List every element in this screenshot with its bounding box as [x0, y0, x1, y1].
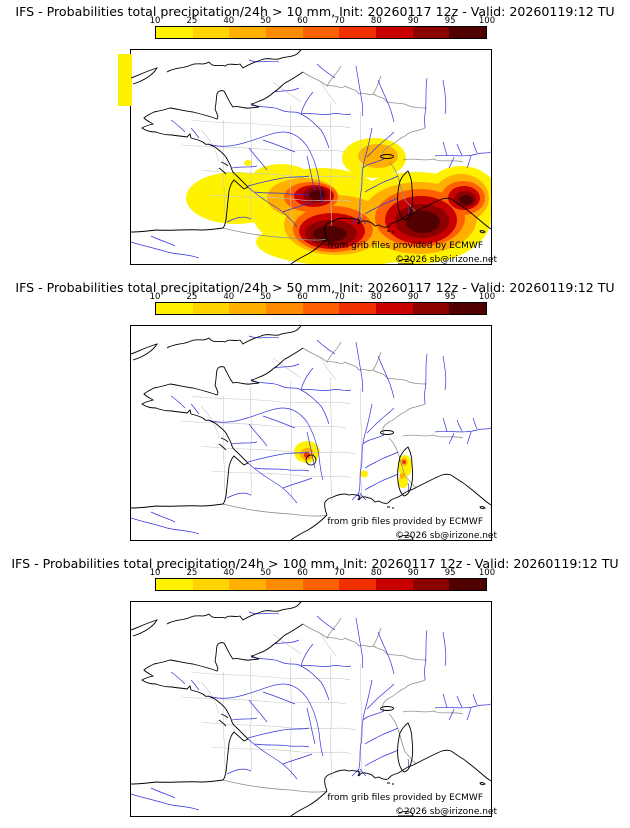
colorbar-segment [156, 303, 193, 314]
colorbar-segment [376, 27, 413, 38]
colorbar-segment [229, 303, 267, 314]
precip-prob-map-50mm: from grib files provided by ECMWF ©2026 … [131, 326, 497, 541]
colorbar-labels: 10 25 40 50 60 70 80 90 95 100 [150, 568, 496, 578]
colorbar-label: 100 [478, 292, 496, 302]
colorbar-segment [156, 579, 193, 590]
panel-precip-gt-100mm: IFS - Probabilities total precipitation/… [0, 552, 630, 828]
colorbar-segment [339, 303, 377, 314]
colorbar-label: 40 [223, 568, 235, 578]
colorbar-label: 95 [444, 568, 456, 578]
colorbar-label: 25 [186, 16, 198, 26]
colorbar-label: 95 [444, 16, 456, 26]
colorbar-label: 40 [223, 16, 235, 26]
colorbar-label: 60 [297, 16, 308, 26]
panel-precip-gt-10mm: IFS - Probabilities total precipitation/… [0, 0, 630, 276]
colorbar-label: 80 [370, 568, 382, 578]
colorbar-label: 100 [478, 568, 496, 578]
colorbar-label: 40 [223, 292, 235, 302]
colorbar-segment [302, 303, 340, 314]
attribution-copyright: ©2026 sb@irizone.net [395, 807, 497, 817]
colorbar-scale [155, 302, 487, 315]
attribution-copyright: ©2026 sb@irizone.net [395, 255, 497, 265]
colorbar-segment [229, 27, 267, 38]
colorbar-scale [155, 26, 487, 39]
colorbar-label: 100 [478, 16, 496, 26]
attribution-ecmwf: from grib files provided by ECMWF [327, 517, 483, 527]
colorbar-segment [376, 579, 413, 590]
colorbar-label: 10 [149, 292, 161, 302]
colorbar-label: 25 [186, 292, 198, 302]
colorbar-segment [192, 579, 230, 590]
colorbar-segment [156, 27, 193, 38]
colorbar-label: 80 [370, 16, 382, 26]
panel-precip-gt-50mm: IFS - Probabilities total precipitation/… [0, 276, 630, 552]
colorbar: 10 25 40 50 60 70 80 90 95 100 [150, 292, 496, 315]
colorbar-segment [449, 579, 487, 590]
colorbar-label: 70 [334, 568, 345, 578]
colorbar-scale [155, 578, 487, 591]
colorbar-label: 90 [407, 568, 419, 578]
colorbar-segment [449, 27, 487, 38]
colorbar-segment [192, 303, 230, 314]
colorbar-segment [449, 303, 487, 314]
colorbar: 10 25 40 50 60 70 80 90 95 100 [150, 16, 496, 39]
colorbar-labels: 10 25 40 50 60 70 80 90 95 100 [150, 16, 496, 26]
colorbar-segment [412, 579, 450, 590]
colorbar-label: 95 [444, 292, 456, 302]
colorbar-segment [302, 27, 340, 38]
colorbar-label: 60 [297, 292, 308, 302]
colorbar-segment [266, 579, 303, 590]
colorbar-segment [339, 27, 377, 38]
colorbar-label: 70 [334, 16, 345, 26]
colorbar-label: 10 [149, 568, 161, 578]
colorbar-label: 50 [260, 292, 272, 302]
attribution-ecmwf: from grib files provided by ECMWF [327, 793, 483, 803]
probability-shading [118, 54, 491, 264]
colorbar-label: 50 [260, 568, 272, 578]
colorbar-segment [266, 303, 303, 314]
attribution-ecmwf: from grib files provided by ECMWF [327, 241, 483, 251]
colorbar-labels: 10 25 40 50 60 70 80 90 95 100 [150, 292, 496, 302]
colorbar-label: 25 [186, 568, 198, 578]
colorbar-label: 70 [334, 292, 345, 302]
colorbar-segment [376, 303, 413, 314]
map-frame: from grib files provided by ECMWF ©2026 … [130, 325, 497, 541]
colorbar-segment [229, 579, 267, 590]
panel-title: IFS - Probabilities total precipitation/… [15, 4, 615, 19]
colorbar-label: 90 [407, 16, 419, 26]
colorbar-segment [266, 27, 303, 38]
location-circle-marker [305, 454, 317, 466]
colorbar: 10 25 40 50 60 70 80 90 95 100 [150, 568, 496, 591]
panel-title: IFS - Probabilities total precipitation/… [11, 556, 619, 571]
precip-prob-map-100mm: from grib files provided by ECMWF ©2026 … [131, 602, 497, 817]
map-frame: from grib files provided by ECMWF ©2026 … [118, 49, 497, 265]
colorbar-label: 60 [297, 568, 308, 578]
colorbar-label: 80 [370, 292, 382, 302]
attribution-copyright: ©2026 sb@irizone.net [395, 531, 497, 541]
colorbar-label: 50 [260, 16, 272, 26]
colorbar-segment [339, 579, 377, 590]
colorbar-segment [302, 579, 340, 590]
colorbar-segment [412, 27, 450, 38]
colorbar-label: 90 [407, 292, 419, 302]
probability-shading [294, 441, 412, 488]
colorbar-label: 10 [149, 16, 161, 26]
colorbar-segment [192, 27, 230, 38]
map-frame: from grib files provided by ECMWF ©2026 … [130, 601, 497, 817]
precip-prob-map-10mm: from grib files provided by ECMWF ©2026 … [118, 50, 497, 265]
colorbar-segment [412, 303, 450, 314]
panel-title: IFS - Probabilities total precipitation/… [15, 280, 615, 295]
